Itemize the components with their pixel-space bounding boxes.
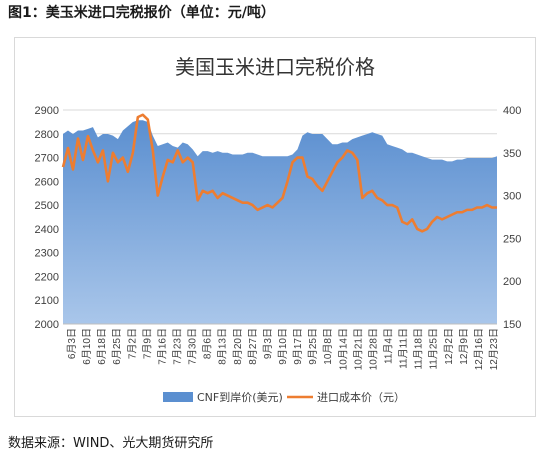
y-left-tick-label: 2200 (35, 271, 59, 283)
y-left-tick-label: 2000 (35, 319, 59, 331)
x-tick-label: 12月9日 (458, 328, 470, 365)
y-left-tick-label: 2300 (35, 248, 59, 260)
chart-frame: 美国玉米进口完税价格 2000 2100 2200 2300 2400 2500 2600 2… (14, 37, 536, 417)
x-tick-label: 12月16日 (473, 328, 485, 370)
x-tick-label: 7月16日 (156, 328, 168, 365)
x-tick-label: 6月3日 (66, 328, 78, 359)
x-tick-label: 7月23日 (172, 328, 184, 365)
x-tick-label: 11月11日 (398, 328, 410, 369)
y-left-tick-label: 2600 (35, 176, 59, 188)
x-tick-label: 8月6日 (202, 328, 214, 359)
import-cost-line-series (61, 113, 497, 233)
y-left-tick-label: 2800 (35, 129, 59, 141)
cnf-area-series (63, 120, 497, 325)
y-left-tick-label: 2500 (35, 200, 59, 212)
legend-swatch-area (163, 392, 193, 402)
x-tick-label: 8月20日 (232, 328, 244, 365)
source-note: 数据来源：WIND、光大期货研究所 (8, 436, 214, 451)
x-tick-label: 11月18日 (413, 328, 425, 370)
x-tick-label: 10月28日 (367, 328, 379, 370)
y-right-tick-label: 250 (503, 233, 521, 245)
legend-label-cnf: CNF到岸价(美元) (197, 391, 283, 404)
legend-label-cost: 进口成本价（元） (317, 390, 405, 404)
x-tick-label: 10月8日 (322, 328, 334, 365)
x-tick-label: 11月4日 (383, 328, 395, 364)
x-tick-label: 12月23日 (488, 328, 500, 370)
y-right-tick-label: 150 (503, 319, 521, 331)
x-tick-label: 8月27日 (247, 328, 259, 365)
chart-title: 美国玉米进口完税价格 (175, 55, 375, 79)
x-tick-label: 11月25日 (428, 328, 440, 370)
figure-caption: 图1：美玉米进口完税报价（单位：元/吨） (8, 5, 275, 21)
x-tick-label: 12月2日 (443, 328, 455, 365)
y-left-tick-label: 2700 (35, 153, 59, 165)
x-tick-label: 6月25日 (111, 328, 123, 365)
x-tick-label: 7月9日 (141, 328, 153, 359)
x-tick-label: 10月21日 (352, 328, 364, 370)
y-right-tick-label: 350 (503, 148, 521, 160)
x-tick-label: 6月10日 (81, 328, 93, 365)
y-left-tick-label: 2400 (35, 224, 59, 236)
x-tick-label: 8月13日 (217, 328, 229, 365)
x-tick-label: 9月3日 (262, 328, 274, 359)
x-tick-label: 7月30日 (187, 328, 199, 365)
x-tick-label: 6月18日 (96, 328, 108, 365)
chart-svg: 美国玉米进口完税价格 2000 2100 2200 2300 2400 2500 2600 2… (35, 55, 522, 404)
y-left-tick-label: 2900 (35, 105, 59, 117)
x-tick-label: 9月25日 (307, 328, 319, 365)
y-right-tick-label: 300 (503, 191, 521, 203)
y-right-tick-label: 400 (503, 105, 521, 117)
y-left-tick-label: 2100 (35, 295, 59, 307)
x-tick-label: 7月2日 (126, 328, 138, 359)
y-right-tick-label: 200 (503, 276, 521, 288)
x-tick-label: 10月14日 (337, 328, 349, 370)
x-tick-label: 9月17日 (292, 328, 304, 365)
x-tick-label: 9月10日 (277, 328, 289, 365)
